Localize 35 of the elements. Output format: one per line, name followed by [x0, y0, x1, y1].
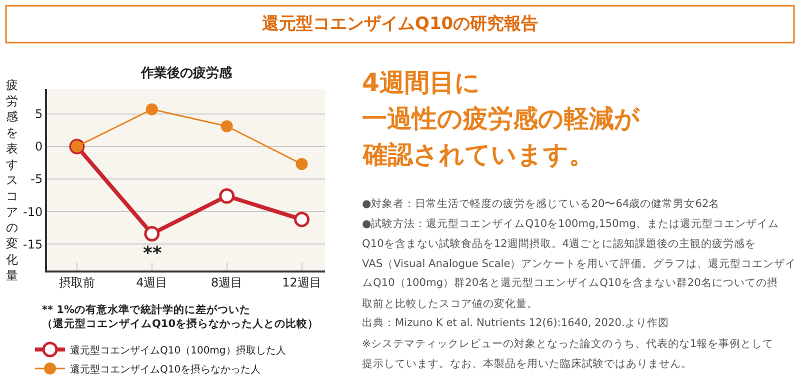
- text: 還元型コエンザイムQ10の研究報告: [262, 14, 538, 34]
- text: 4週間目に: [362, 68, 480, 97]
- legend-label: 還元型コエンザイムQ10（100mg）摂取した人: [70, 344, 286, 356]
- x-tick-label: 8週目: [211, 276, 243, 290]
- text: （還元型コエンザイムQ10を摂らなかった人との比較）: [42, 317, 319, 330]
- chart-subtitle: 作業後の疲労感: [140, 65, 233, 81]
- text: 提示しています。なお、本製品を用いた臨床試験ではありません。: [362, 357, 692, 370]
- text: ムQ10（100mg）群20名と還元型コエンザイムQ10を含まない群20名についての摂: [362, 276, 778, 289]
- x-tick-label: 12週目: [282, 276, 322, 290]
- x-tick-label: 4週目: [136, 276, 168, 290]
- point: [219, 188, 235, 204]
- source-note: 出典：Mizuno K et al. Nutrients 12(6):1640, 2020.より作図: [362, 316, 669, 329]
- legend-label: 還元型コエンザイムQ10を摂らなかった人: [70, 363, 261, 376]
- point: [144, 226, 160, 242]
- text: 確認されています。: [362, 140, 594, 169]
- text: ※システマティックレビューの対象となった論文のうち、代表的な1報を事例として: [362, 337, 774, 350]
- point: [146, 103, 158, 116]
- point: [296, 158, 308, 170]
- point: [294, 212, 310, 228]
- x-tick-label: 摂取前: [58, 276, 95, 290]
- annotation: **: [143, 243, 162, 264]
- y-tick-label: 0: [34, 140, 43, 154]
- text: 一過性の疲労感の軽減が: [362, 104, 640, 133]
- text: 疲労感を表すスコアの変化量: [6, 78, 18, 282]
- text: Q10を含まない試験食品を12週間摂取。4週ごとに認知課題後の主観的疲労感を: [362, 237, 756, 250]
- text: ** 1%の有意水準で統計学的に差がついた: [42, 303, 250, 316]
- y-tick-label: 5: [34, 107, 43, 122]
- y-tick-label: -10: [22, 204, 43, 219]
- text: ●試験方法：還元型コエンザイムQ10を100mg,150mg、または還元型コエンザイム: [362, 217, 779, 230]
- y-tick-label: -5: [30, 172, 43, 186]
- text: 取前と比較したスコア値の変化量。: [362, 297, 538, 310]
- y-tick-label: -15: [22, 237, 43, 252]
- text: ●対象者：日常生活で軽度の疲労を感じている20〜64歳の健常男女62名: [362, 197, 720, 210]
- text: VAS（Visual Analogue Scale）アンケートを用いて評価。グラフは、還元型コエンザイ: [362, 257, 796, 270]
- point: [220, 120, 233, 132]
